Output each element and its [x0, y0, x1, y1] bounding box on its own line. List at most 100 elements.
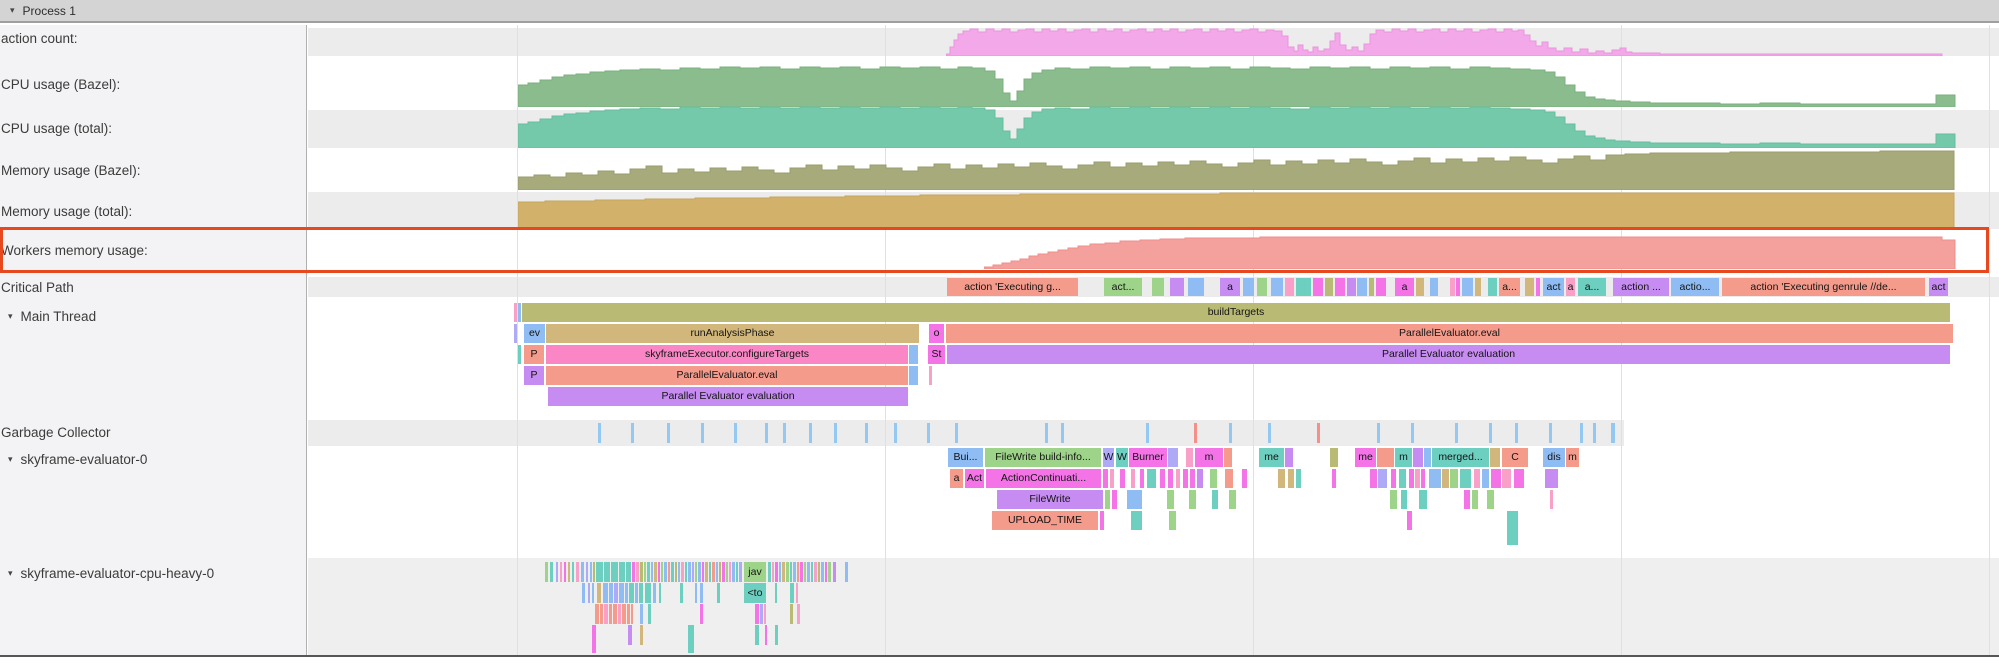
critical-path-slice[interactable] — [1285, 278, 1294, 296]
evaluator0-slice[interactable] — [1507, 511, 1518, 545]
cpu-heavy-slice[interactable] — [622, 604, 626, 624]
main-thread-slice[interactable]: skyframeExecutor.configureTargets — [546, 345, 908, 364]
process-header[interactable]: ▾ Process 1 — [0, 0, 1999, 23]
evaluator0-slice[interactable] — [1197, 469, 1203, 488]
memory-usage-total-chart[interactable] — [518, 192, 1956, 229]
evaluator0-slice[interactable] — [1176, 469, 1180, 488]
workers-memory-usage-chart[interactable] — [984, 236, 1957, 269]
cpu-heavy-slice[interactable] — [702, 562, 704, 582]
critical-path-slice[interactable]: a — [1395, 278, 1414, 296]
critical-path-slice[interactable] — [1347, 278, 1356, 296]
cpu-heavy-slice[interactable] — [779, 562, 781, 582]
evaluator0-slice[interactable] — [1487, 490, 1494, 509]
sidebar-item-main-thread[interactable]: ▾ Main Thread — [8, 307, 96, 325]
cpu-usage-bazel-chart[interactable] — [518, 66, 1957, 107]
evaluator0-slice[interactable] — [1390, 490, 1397, 509]
main-thread-slice[interactable]: Parallel Evaluator evaluation — [548, 387, 908, 406]
cpu-heavy-slice[interactable]: jav — [744, 562, 766, 582]
cpu-heavy-slice[interactable] — [664, 562, 667, 582]
gc-tick[interactable] — [1377, 423, 1380, 443]
cpu-heavy-slice[interactable] — [581, 562, 584, 582]
critical-path-slice[interactable] — [1416, 278, 1424, 296]
critical-path-slice[interactable] — [1430, 278, 1438, 296]
evaluator0-slice[interactable] — [1401, 490, 1407, 509]
evaluator0-slice[interactable] — [1140, 469, 1144, 488]
cpu-heavy-slice[interactable] — [768, 562, 771, 582]
cpu-heavy-slice[interactable] — [814, 562, 817, 582]
cpu-heavy-slice[interactable] — [775, 562, 778, 582]
evaluator0-slice[interactable] — [1112, 490, 1117, 509]
evaluator0-slice[interactable] — [1160, 469, 1165, 488]
collapse-triangle-icon[interactable]: ▾ — [8, 310, 13, 321]
cpu-heavy-slice[interactable] — [764, 604, 766, 624]
cpu-heavy-slice[interactable] — [790, 604, 793, 624]
evaluator0-slice[interactable]: W — [1103, 448, 1114, 467]
memory-usage-bazel-chart[interactable] — [518, 150, 1956, 190]
cpu-heavy-slice[interactable] — [688, 562, 691, 582]
cpu-heavy-slice[interactable] — [568, 562, 570, 582]
evaluator0-slice[interactable]: FileWrite — [997, 490, 1103, 509]
gc-tick[interactable] — [834, 423, 837, 443]
cpu-heavy-slice[interactable] — [593, 562, 595, 582]
evaluator0-slice[interactable] — [1127, 490, 1142, 509]
gc-tick[interactable] — [1549, 423, 1552, 443]
evaluator0-slice[interactable] — [1370, 469, 1377, 488]
cpu-heavy-slice[interactable] — [695, 562, 697, 582]
cpu-heavy-slice[interactable] — [597, 583, 601, 603]
critical-path-slice[interactable] — [1325, 278, 1333, 296]
critical-path-slice[interactable]: a — [1566, 278, 1575, 296]
cpu-heavy-slice[interactable] — [654, 562, 657, 582]
main-thread-slice[interactable]: o — [929, 324, 944, 343]
gc-tick[interactable] — [598, 423, 601, 443]
cpu-heavy-slice[interactable] — [845, 562, 848, 582]
evaluator0-slice[interactable] — [1378, 469, 1387, 488]
cpu-heavy-slice[interactable] — [648, 604, 651, 624]
evaluator0-slice[interactable] — [1168, 469, 1173, 488]
evaluator0-slice[interactable] — [1189, 490, 1196, 509]
evaluator0-slice[interactable] — [1120, 469, 1125, 488]
evaluator0-slice[interactable]: W — [1116, 448, 1128, 467]
cpu-heavy-slice[interactable] — [688, 625, 694, 653]
critical-path-slice[interactable]: action 'Executing genrule //de... — [1722, 278, 1925, 296]
evaluator0-slice[interactable] — [1183, 469, 1188, 488]
cpu-heavy-slice[interactable] — [659, 583, 661, 603]
gc-tick[interactable] — [1194, 423, 1197, 443]
evaluator0-slice[interactable] — [1147, 469, 1156, 488]
cpu-heavy-slice[interactable] — [590, 562, 592, 582]
gc-tick[interactable] — [1146, 423, 1149, 443]
evaluator0-slice[interactable] — [1474, 469, 1480, 488]
evaluator0-slice[interactable] — [1168, 448, 1178, 467]
evaluator0-slice[interactable] — [1407, 511, 1412, 530]
cpu-heavy-slice[interactable] — [671, 562, 674, 582]
evaluator0-slice[interactable]: dis — [1543, 448, 1565, 467]
evaluator0-slice[interactable]: Burner — [1129, 448, 1167, 467]
cpu-heavy-slice[interactable] — [639, 583, 643, 603]
cpu-heavy-slice[interactable] — [807, 562, 810, 582]
cpu-heavy-slice[interactable] — [755, 604, 759, 624]
critical-path-slice[interactable]: act — [1929, 278, 1948, 296]
cpu-heavy-slice[interactable] — [700, 604, 703, 624]
cpu-heavy-slice[interactable] — [668, 562, 670, 582]
collapse-triangle-icon[interactable]: ▾ — [8, 567, 13, 578]
cpu-heavy-slice[interactable] — [640, 604, 643, 624]
cpu-heavy-slice[interactable] — [722, 562, 725, 582]
evaluator0-slice[interactable] — [1502, 469, 1511, 488]
cpu-heavy-slice[interactable] — [625, 583, 628, 603]
main-thread-slice[interactable]: ParallelEvaluator.eval — [946, 324, 1953, 343]
cpu-heavy-slice[interactable] — [678, 562, 680, 582]
evaluator0-slice[interactable] — [1472, 490, 1478, 509]
evaluator0-slice[interactable] — [1131, 511, 1142, 530]
critical-path-slice[interactable] — [1313, 278, 1323, 296]
evaluator0-slice[interactable] — [1225, 469, 1233, 488]
cpu-heavy-slice[interactable] — [760, 604, 763, 624]
evaluator0-slice[interactable]: Act — [965, 469, 984, 488]
gc-tick[interactable] — [783, 423, 786, 443]
evaluator0-slice[interactable] — [1169, 511, 1176, 530]
main-thread-slice[interactable]: buildTargets — [522, 303, 1950, 322]
main-thread-slice[interactable]: runAnalysisPhase — [546, 324, 919, 343]
gc-tick[interactable] — [1515, 423, 1518, 443]
evaluator0-slice[interactable]: C — [1502, 448, 1528, 467]
critical-path-slice[interactable] — [1257, 278, 1267, 296]
collapse-triangle-icon[interactable]: ▾ — [10, 5, 15, 15]
main-thread-slice[interactable]: St — [928, 345, 945, 364]
